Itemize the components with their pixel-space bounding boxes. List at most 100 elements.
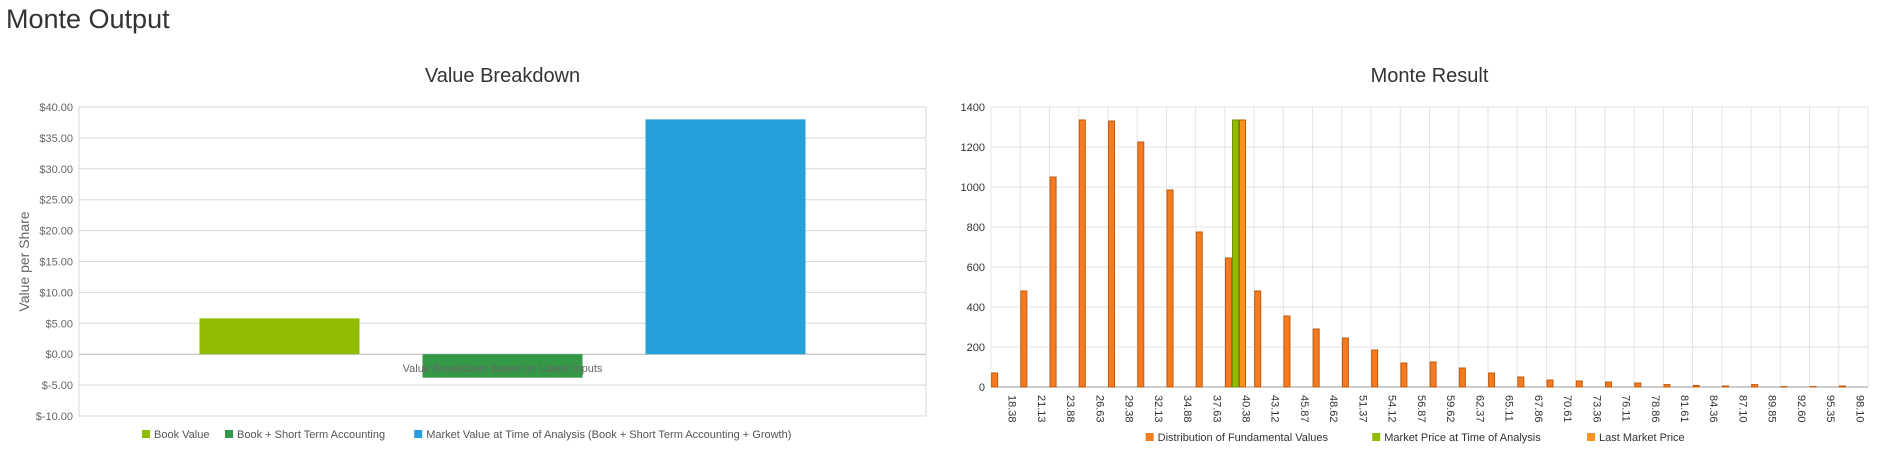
x-tick-label: 98.10 [1853, 395, 1865, 423]
monte-result-title: Monte Result [1371, 65, 1489, 87]
bar [1721, 385, 1729, 388]
x-tick-label: 87.10 [1736, 395, 1748, 423]
y-tick-label: $40.00 [39, 102, 73, 114]
x-tick-label: 18.38 [1006, 395, 1018, 423]
y-tick-label: 200 [967, 342, 985, 354]
bar [1166, 189, 1174, 388]
bar [645, 119, 806, 355]
x-tick-label: 40.38 [1239, 395, 1251, 423]
legend-swatch [1145, 433, 1154, 441]
legend-swatch [1587, 433, 1596, 441]
bar [1400, 362, 1408, 388]
x-tick-label: 54.12 [1386, 395, 1398, 423]
x-tick-label: 67.86 [1532, 395, 1544, 423]
x-tick-label: 32.13 [1152, 395, 1164, 423]
bar [1283, 315, 1291, 388]
x-tick-label: 89.85 [1766, 395, 1778, 423]
bar [1458, 367, 1466, 388]
x-tick-label: 70.61 [1561, 395, 1573, 423]
x-tick-label: 43.12 [1269, 395, 1281, 423]
bar [1020, 290, 1028, 388]
x-tick-label: 23.88 [1064, 395, 1076, 423]
bar [1108, 120, 1116, 388]
y-tick-label: $-5.00 [42, 380, 73, 392]
legend-item: Market Price at Time of Analysis [1384, 432, 1541, 444]
bar [1224, 257, 1232, 388]
x-tick-label: 62.37 [1473, 395, 1485, 423]
bar [1078, 119, 1086, 388]
bar [1312, 328, 1320, 388]
x-tick-label: 29.38 [1123, 395, 1135, 423]
plot-border [78, 106, 927, 417]
y-axis-label: Value per Share [16, 211, 32, 311]
value-breakdown-title: Value Breakdown [425, 65, 580, 87]
bar [1838, 385, 1846, 388]
legend-item: Market Value at Time of Analysis (Book +… [426, 429, 791, 441]
x-tick-label: 92.60 [1795, 395, 1807, 423]
legend-swatch [414, 430, 423, 438]
x-tick-label: 65.11 [1503, 395, 1515, 422]
x-tick-label: 95.35 [1824, 395, 1836, 423]
bar [1634, 382, 1642, 388]
legend-item: Book + Short Term Accounting [237, 429, 385, 441]
y-tick-label: $10.00 [39, 287, 73, 299]
y-tick-label: 1400 [961, 102, 985, 114]
y-tick-label: 1200 [961, 142, 985, 154]
bar [1546, 379, 1554, 388]
x-tick-label: 37.63 [1210, 395, 1222, 423]
bar [199, 318, 360, 355]
bar [1231, 119, 1239, 388]
x-tick-label: 26.63 [1093, 395, 1105, 423]
bar [1195, 231, 1203, 388]
x-tick-label: 51.37 [1356, 395, 1368, 423]
y-tick-label: 800 [967, 222, 985, 234]
y-tick-label: $20.00 [39, 226, 73, 238]
bar [422, 354, 583, 378]
x-category-label: Value Breakdown based on Latest Inputs [403, 363, 603, 375]
bar [1663, 384, 1671, 388]
bar [1137, 141, 1145, 388]
x-tick-label: 21.13 [1035, 395, 1047, 423]
bar [991, 372, 999, 388]
x-tick-label: 48.62 [1327, 395, 1339, 423]
y-tick-label: $30.00 [39, 164, 73, 176]
y-tick-label: 600 [967, 262, 985, 274]
legend-swatch [1372, 433, 1381, 441]
x-tick-label: 81.61 [1678, 395, 1690, 423]
y-tick-label: 1000 [961, 182, 985, 194]
x-tick-label: 45.87 [1298, 395, 1310, 423]
y-tick-label: $5.00 [45, 318, 73, 330]
page-title: Monte Output [6, 4, 170, 34]
bar [1429, 361, 1437, 388]
bar [1605, 381, 1613, 388]
bar [1751, 384, 1759, 388]
legend-item: Distribution of Fundamental Values [1158, 432, 1329, 444]
bar [1692, 384, 1700, 388]
bar [1341, 337, 1349, 388]
bar [1238, 119, 1246, 388]
legend-item: Last Market Price [1599, 432, 1685, 444]
x-tick-label: 73.36 [1590, 395, 1602, 423]
bar [1517, 376, 1525, 388]
y-tick-label: $35.00 [39, 133, 73, 145]
x-tick-label: 34.88 [1181, 395, 1193, 423]
legend-item: Book Value [154, 429, 209, 441]
bar [1371, 349, 1379, 388]
x-tick-label: 76.11 [1620, 395, 1632, 422]
y-tick-label: 0 [979, 382, 985, 394]
x-tick-label: 59.62 [1444, 395, 1456, 423]
x-tick-label: 78.86 [1649, 395, 1661, 423]
x-tick-label: 84.36 [1707, 395, 1719, 423]
x-tick-label: 56.87 [1415, 395, 1427, 423]
y-tick-label: 400 [967, 302, 985, 314]
y-tick-label: $0.00 [45, 349, 73, 361]
bar [1254, 290, 1262, 388]
y-tick-label: $15.00 [39, 257, 73, 269]
bar [1049, 176, 1057, 388]
legend-swatch [142, 430, 150, 438]
legend-swatch [225, 430, 233, 438]
y-tick-label: $25.00 [39, 195, 73, 207]
bar [1575, 380, 1583, 388]
bar [1488, 372, 1496, 388]
